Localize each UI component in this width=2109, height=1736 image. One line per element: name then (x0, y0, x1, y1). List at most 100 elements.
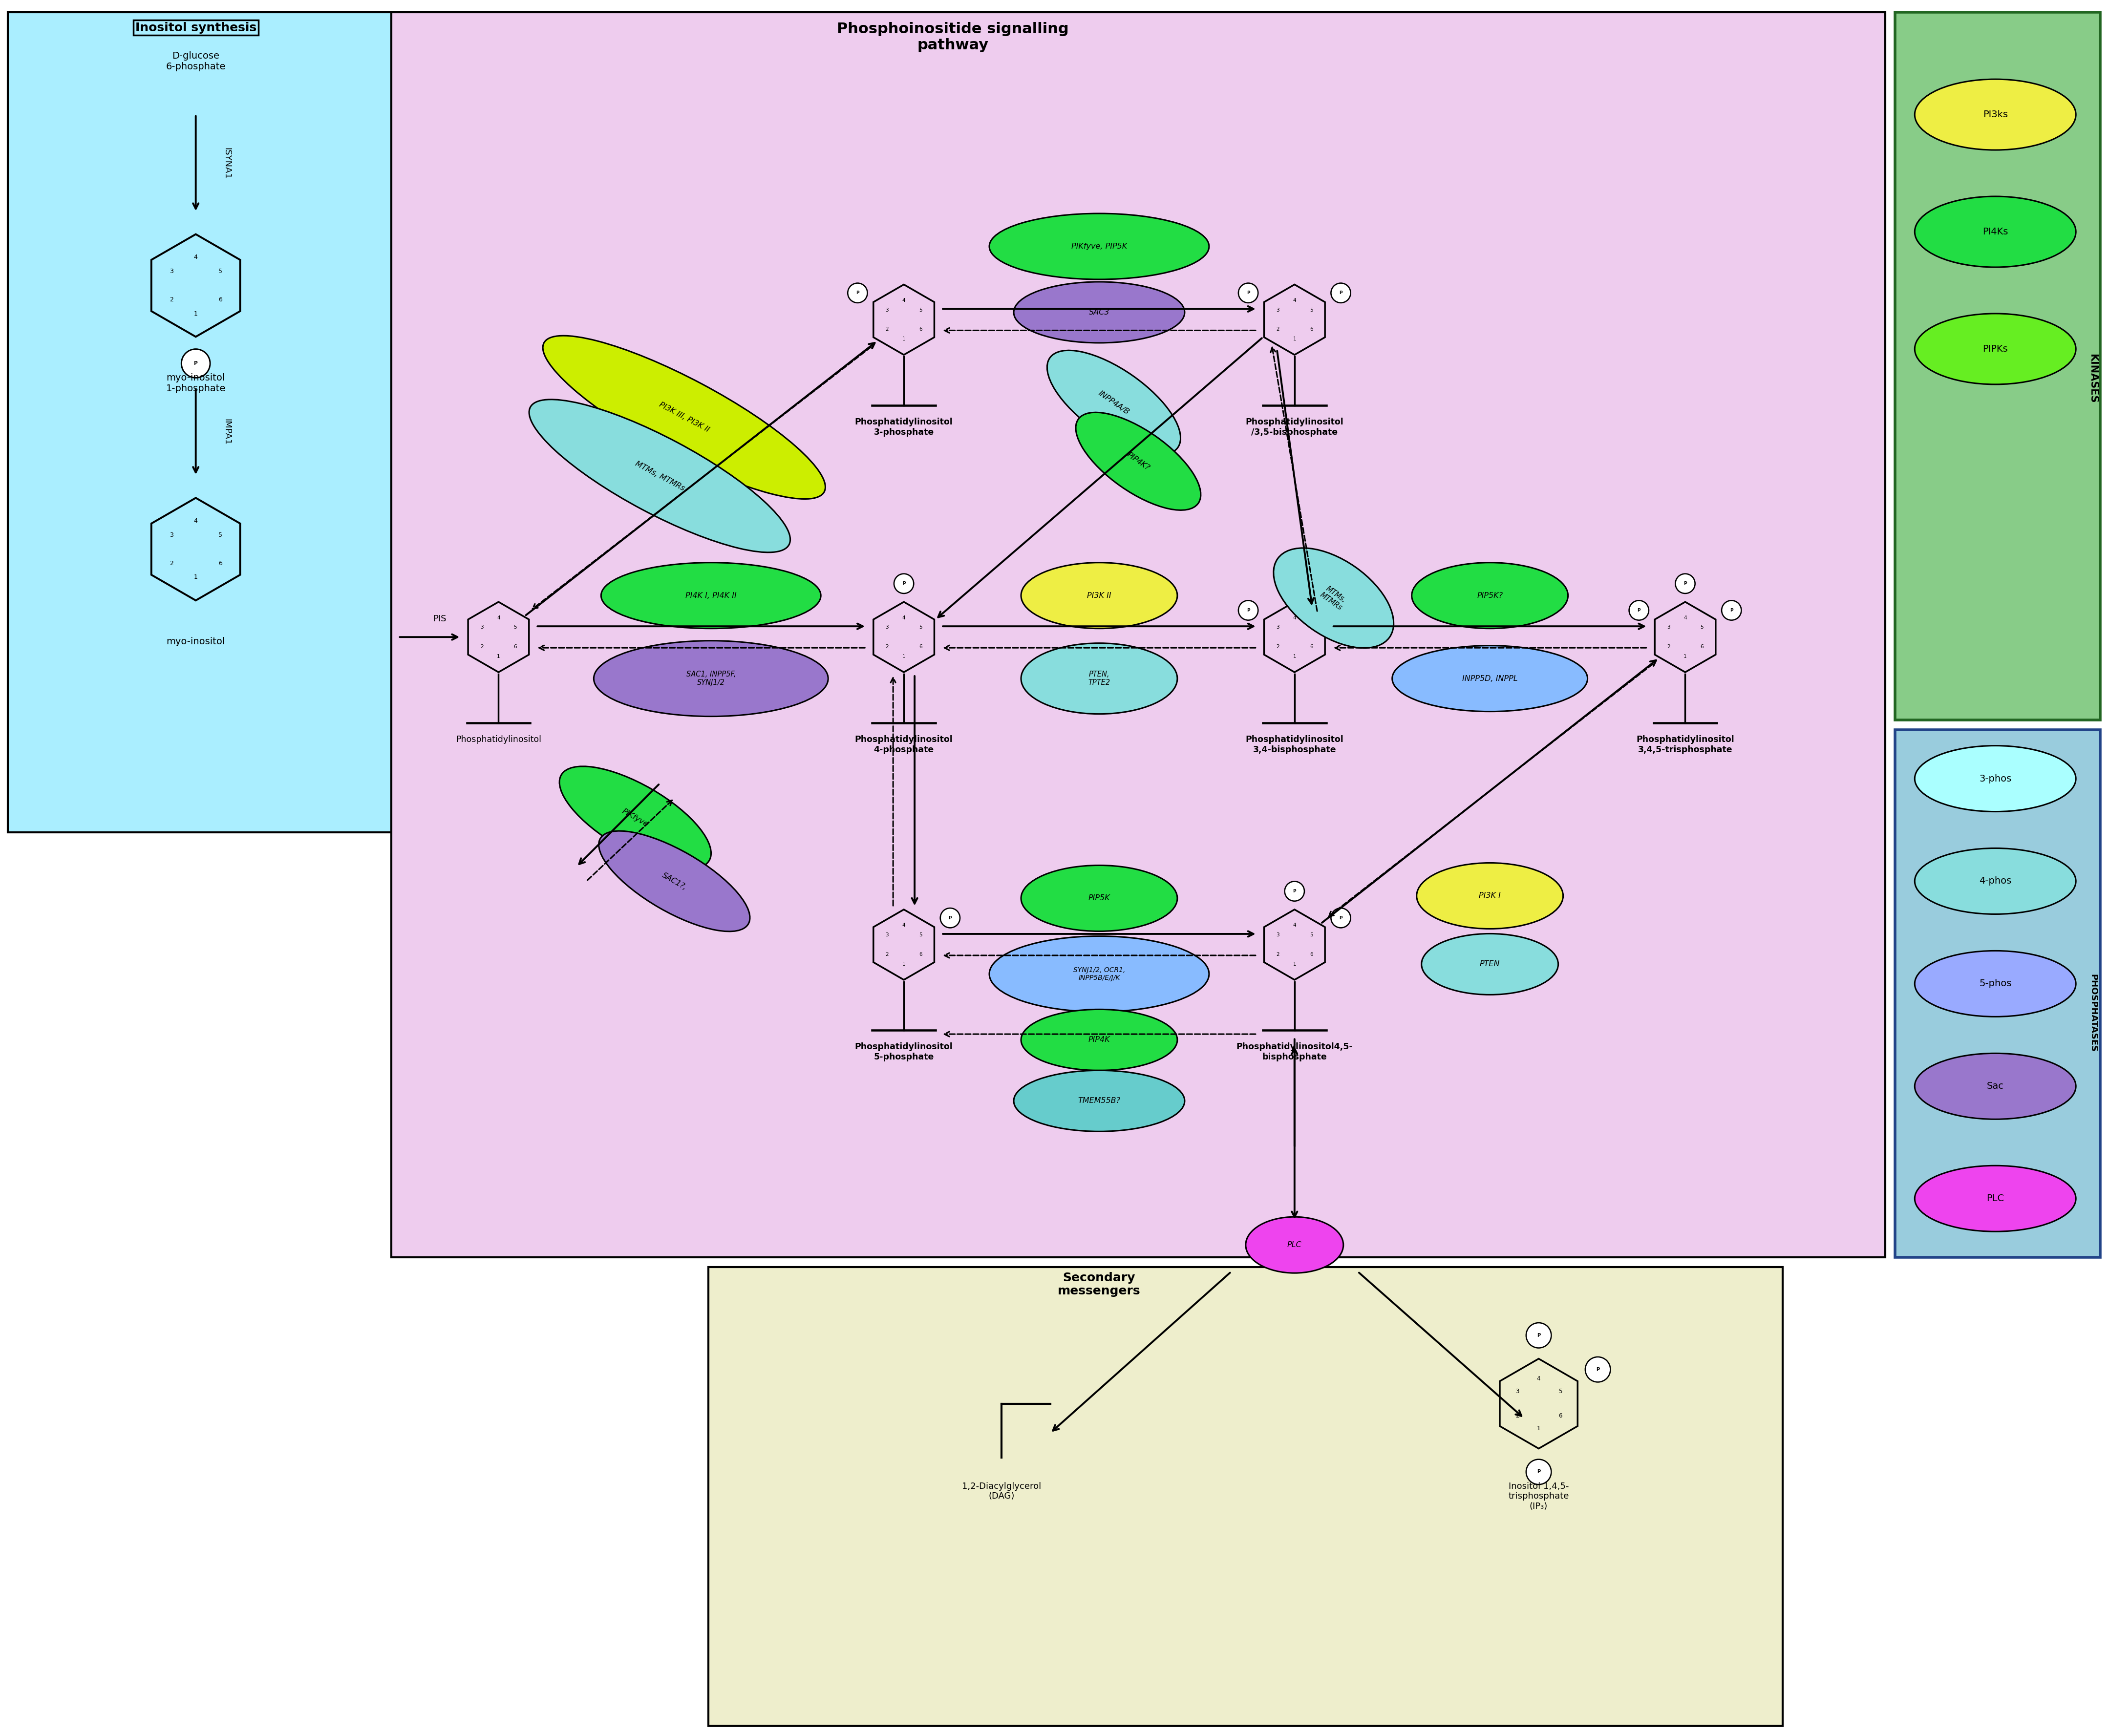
Ellipse shape (1915, 314, 2075, 384)
Ellipse shape (542, 335, 825, 498)
Text: Phosphoinositide signalling
pathway: Phosphoinositide signalling pathway (837, 23, 1069, 52)
Text: 4: 4 (194, 253, 198, 260)
Text: Phosphatidylinositol
/3,5-bisphosphate: Phosphatidylinositol /3,5-bisphosphate (1246, 418, 1343, 436)
Text: 4: 4 (1293, 615, 1297, 620)
Text: P: P (1683, 582, 1687, 585)
Text: 2: 2 (169, 561, 173, 566)
Text: 4: 4 (903, 924, 905, 927)
Text: SAC1?,: SAC1?, (660, 871, 688, 891)
Ellipse shape (1274, 549, 1394, 648)
Text: 1: 1 (1293, 654, 1297, 660)
Text: P: P (1537, 1469, 1540, 1474)
Circle shape (1527, 1460, 1552, 1484)
Circle shape (1284, 575, 1303, 594)
Text: 6: 6 (920, 951, 922, 957)
Text: Phosphatidylinositol
3,4-bisphosphate: Phosphatidylinositol 3,4-bisphosphate (1246, 734, 1343, 753)
Ellipse shape (1915, 196, 2075, 267)
Circle shape (1238, 601, 1259, 620)
Text: Phosphatidylinositol
5-phosphate: Phosphatidylinositol 5-phosphate (854, 1043, 953, 1061)
Text: 1: 1 (1293, 962, 1297, 967)
Text: 5: 5 (1310, 932, 1314, 937)
Text: P: P (1637, 608, 1641, 613)
Text: PIP5K: PIP5K (1088, 894, 1109, 903)
Text: 3: 3 (1516, 1389, 1518, 1394)
Text: 6: 6 (1310, 326, 1314, 332)
Text: IMPA1: IMPA1 (224, 418, 232, 444)
Text: PI4K I, PI4K II: PI4K I, PI4K II (685, 592, 736, 599)
Circle shape (941, 908, 960, 927)
Ellipse shape (1392, 646, 1588, 712)
Ellipse shape (1417, 863, 1563, 929)
Text: 4: 4 (903, 299, 905, 302)
Ellipse shape (529, 399, 791, 552)
Text: 1: 1 (194, 311, 198, 318)
FancyBboxPatch shape (709, 1267, 1782, 1726)
Text: Secondary
messengers: Secondary messengers (1059, 1272, 1141, 1297)
Text: 5: 5 (1310, 625, 1314, 630)
Text: 3: 3 (886, 307, 888, 312)
Text: 2: 2 (886, 644, 888, 649)
FancyBboxPatch shape (390, 12, 1885, 1257)
Ellipse shape (1021, 642, 1177, 713)
Text: PIPKs: PIPKs (1982, 344, 2008, 354)
FancyBboxPatch shape (1896, 12, 2101, 720)
Text: SYNJ1/2, OCR1,
INPP5B/E/J/K: SYNJ1/2, OCR1, INPP5B/E/J/K (1073, 967, 1126, 981)
Text: 3: 3 (1666, 625, 1670, 630)
Text: 5: 5 (920, 932, 922, 937)
Text: myo-inositol
1-phosphate: myo-inositol 1-phosphate (167, 373, 226, 394)
Ellipse shape (1021, 1009, 1177, 1071)
Text: 3: 3 (169, 269, 173, 274)
Text: P: P (1537, 1333, 1540, 1338)
Text: D-glucose
6-phosphate: D-glucose 6-phosphate (167, 50, 226, 71)
Text: 1: 1 (1683, 654, 1687, 660)
Text: PIP4K?: PIP4K? (1126, 451, 1152, 472)
Circle shape (894, 575, 913, 594)
Text: Inositol synthesis: Inositol synthesis (135, 23, 257, 33)
Text: Phosphatidylinositol
4-phosphate: Phosphatidylinositol 4-phosphate (854, 734, 953, 753)
Text: PI3K I: PI3K I (1478, 892, 1502, 899)
Text: 2: 2 (886, 326, 888, 332)
Ellipse shape (989, 936, 1208, 1012)
FancyBboxPatch shape (8, 12, 390, 832)
Text: 1: 1 (498, 654, 500, 660)
Text: PIP5K?: PIP5K? (1476, 592, 1504, 599)
Text: 1: 1 (1537, 1425, 1540, 1432)
Text: 4: 4 (1293, 924, 1297, 927)
Text: PTEN: PTEN (1481, 960, 1499, 969)
Text: TMEM55B?: TMEM55B? (1078, 1097, 1120, 1104)
Text: P: P (1246, 290, 1251, 295)
Text: ISYNA1: ISYNA1 (224, 148, 232, 179)
Text: 6: 6 (1310, 951, 1314, 957)
Text: 2: 2 (886, 951, 888, 957)
Text: 1: 1 (903, 337, 905, 342)
Ellipse shape (1076, 413, 1200, 510)
Text: 4: 4 (194, 517, 198, 524)
Text: 5: 5 (217, 531, 221, 538)
Text: 1: 1 (903, 962, 905, 967)
Text: Phosphatidylinositol
3,4,5-trisphosphate: Phosphatidylinositol 3,4,5-trisphosphate (1637, 734, 1734, 753)
Ellipse shape (1915, 80, 2075, 149)
Ellipse shape (1046, 351, 1181, 455)
Text: Inositol 1,4,5-
trisphosphate
(IP₃): Inositol 1,4,5- trisphosphate (IP₃) (1508, 1483, 1569, 1510)
Text: 5: 5 (1559, 1389, 1563, 1394)
Text: PIS: PIS (432, 615, 447, 623)
Text: 4-phos: 4-phos (1978, 877, 2012, 885)
Ellipse shape (1915, 849, 2075, 915)
Circle shape (848, 283, 867, 302)
Text: P: P (949, 917, 951, 920)
Text: PI3K III, PI3K II: PI3K III, PI3K II (658, 401, 711, 434)
Text: P: P (1339, 917, 1343, 920)
Text: PI3ks: PI3ks (1982, 109, 2008, 120)
Ellipse shape (1915, 746, 2075, 812)
Circle shape (1675, 575, 1696, 594)
Text: 2: 2 (1276, 951, 1280, 957)
Ellipse shape (1014, 1071, 1185, 1132)
Text: P: P (1293, 889, 1297, 894)
Text: 4: 4 (498, 615, 500, 620)
Circle shape (1721, 601, 1742, 620)
Ellipse shape (1421, 934, 1559, 995)
Text: P: P (194, 361, 198, 366)
Text: 2: 2 (1276, 326, 1280, 332)
Text: P: P (903, 582, 905, 585)
Text: 2: 2 (481, 644, 483, 649)
